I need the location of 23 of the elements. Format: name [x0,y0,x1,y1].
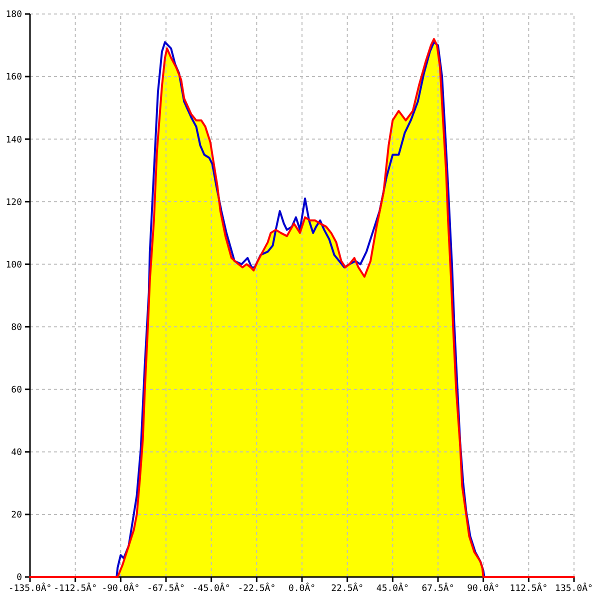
x-tick-label: -45.0Â° [192,582,230,594]
y-tick-label: 60 [11,385,22,396]
x-tick-label: 90.0Â° [467,582,500,594]
x-tick-label: 0.0Â° [288,582,316,594]
x-tick-label: -90.0Â° [102,582,140,594]
x-tick-label: 45.0Â° [376,582,409,594]
y-tick-label: 0 [16,573,22,584]
x-tick-label: -112.5Â° [54,582,98,594]
y-tick-label: 160 [6,72,22,83]
y-tick-label: 100 [6,260,22,270]
y-tick-label: 80 [11,322,22,333]
x-tick-label: 112.5Â° [510,582,548,594]
x-tick-label: -67.5Â° [147,582,185,594]
y-tick-label: 40 [11,448,22,458]
x-tick-label: -135.0Â° [8,582,52,594]
y-tick-label: 180 [6,10,22,20]
x-tick-label: -22.5Â° [238,582,276,594]
y-tick-label: 140 [6,135,22,146]
x-tick-label: 22.5Â° [331,582,364,594]
x-tick-label: 135.0Â° [555,582,593,594]
x-tick-label: 67.5Â° [422,582,454,594]
y-tick-label: 120 [6,198,22,208]
y-tick-label: 20 [11,510,22,521]
